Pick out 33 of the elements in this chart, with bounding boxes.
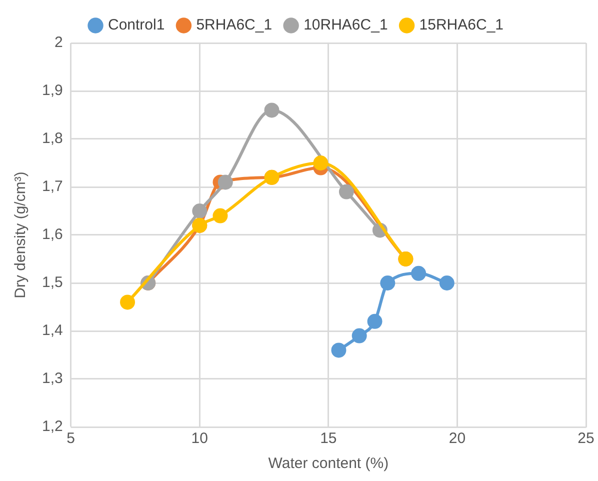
point <box>411 266 426 281</box>
y-tick-label: 1,2 <box>42 418 63 436</box>
point <box>367 314 382 329</box>
point <box>380 276 396 290</box>
x-axis-title: Water content (%) <box>268 455 389 472</box>
point <box>439 276 454 290</box>
legend-label: 5RHA6C_1 <box>196 16 272 34</box>
point <box>192 204 208 218</box>
x-tick-label: 20 <box>448 430 466 448</box>
y-tick-label: 1,5 <box>42 274 63 292</box>
x-tick-label: 10 <box>191 430 208 448</box>
point <box>352 328 367 344</box>
x-tick-label: 15 <box>320 430 337 448</box>
point <box>313 156 328 170</box>
legend-label: 10RHA6C_1 <box>304 16 388 34</box>
point <box>338 184 354 200</box>
y-tick-label: 1,8 <box>42 130 63 148</box>
x-tick-label: 25 <box>578 430 594 448</box>
y-axis-title: Dry density (g/cm³) <box>12 172 30 298</box>
x-tick-label: 5 <box>66 430 76 448</box>
legend-label: 15RHA6C_1 <box>419 16 504 34</box>
y-tick-label: 1,6 <box>42 226 63 244</box>
point <box>218 174 233 190</box>
point <box>331 342 346 358</box>
y-tick-label: 2 <box>54 34 63 52</box>
point <box>120 294 136 310</box>
legend-label: Control1 <box>108 16 165 34</box>
y-tick-label: 1,7 <box>42 178 63 196</box>
point <box>212 208 228 224</box>
y-tick-label: 1,4 <box>42 322 63 340</box>
y-tick-label: 1,3 <box>42 370 63 388</box>
y-tick-label: 1,9 <box>42 82 63 100</box>
point <box>264 102 280 118</box>
